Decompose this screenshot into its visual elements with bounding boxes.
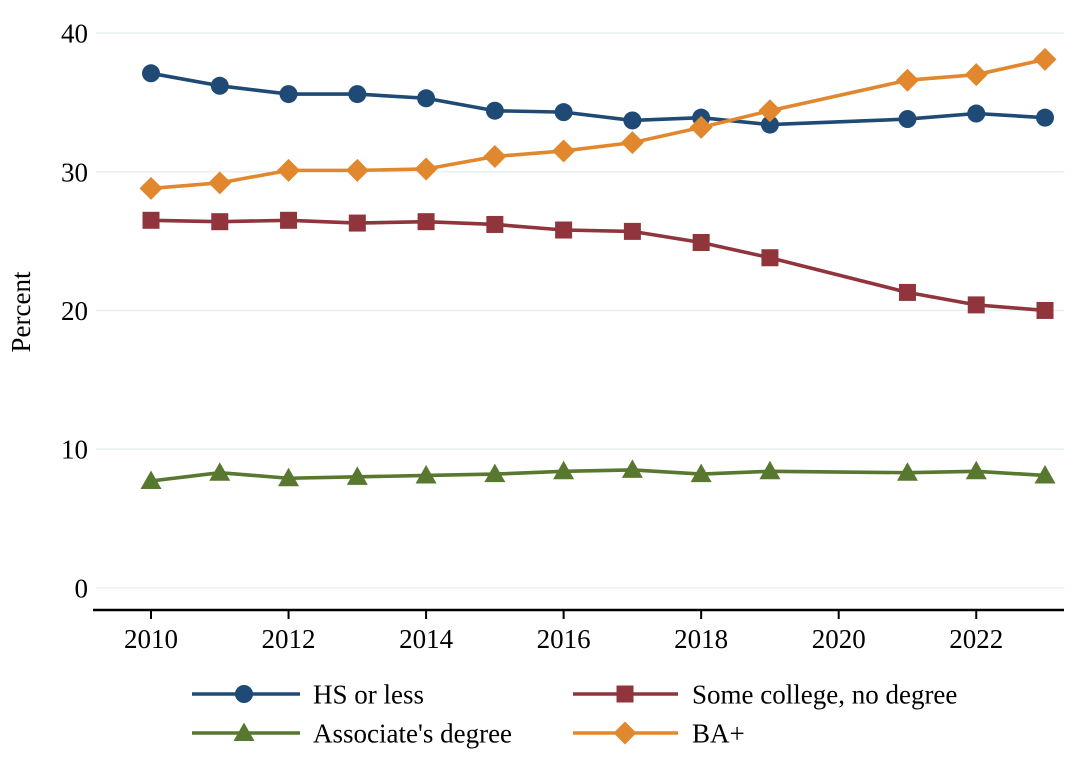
y-tick-label: 30 xyxy=(61,157,88,187)
data-point-marker xyxy=(415,464,437,484)
data-point-marker xyxy=(280,211,298,229)
data-point-marker xyxy=(967,104,986,123)
data-point-marker xyxy=(417,213,435,231)
y-axis-title: Percent xyxy=(6,271,36,352)
data-point-marker xyxy=(348,214,366,232)
data-point-marker xyxy=(623,222,641,240)
y-tick-label: 10 xyxy=(61,435,88,465)
x-tick-label: 2010 xyxy=(124,624,178,654)
legend-label: Associate's degree xyxy=(313,719,512,749)
legend-marker-square-icon xyxy=(616,685,634,703)
data-point-marker xyxy=(896,462,918,481)
data-point-marker xyxy=(554,103,573,122)
x-tick-label: 2016 xyxy=(537,624,591,654)
data-point-marker xyxy=(1033,47,1057,71)
data-point-marker xyxy=(209,462,231,481)
data-point-marker xyxy=(278,467,300,487)
data-point-marker xyxy=(758,99,782,123)
data-point-marker xyxy=(1036,108,1055,127)
data-point-marker xyxy=(967,296,985,314)
data-point-marker xyxy=(417,89,436,108)
legend-marker-circle-icon xyxy=(235,685,253,703)
data-point-marker xyxy=(761,249,779,267)
x-tick-label: 2018 xyxy=(674,624,728,654)
data-point-marker xyxy=(1036,301,1054,319)
legend-label: BA+ xyxy=(692,719,745,749)
y-tick-label: 20 xyxy=(61,296,88,326)
data-point-marker xyxy=(553,460,575,480)
legend-marker-diamond-icon xyxy=(613,721,637,745)
data-point-marker xyxy=(208,171,232,195)
data-point-marker xyxy=(485,101,504,120)
data-point-marker xyxy=(140,470,162,490)
data-point-marker xyxy=(552,139,576,163)
data-point-marker xyxy=(483,145,507,169)
data-point-marker xyxy=(346,466,368,485)
data-point-marker xyxy=(623,111,642,130)
data-point-marker xyxy=(279,85,298,104)
data-point-marker xyxy=(760,115,779,134)
data-point-marker xyxy=(689,115,713,139)
data-point-marker xyxy=(964,63,988,87)
y-tick-label: 0 xyxy=(75,573,89,603)
data-point-marker xyxy=(486,215,504,233)
data-point-marker xyxy=(759,460,781,480)
y-tick-label: 40 xyxy=(61,19,88,49)
data-point-marker xyxy=(898,110,917,129)
x-tick-label: 2020 xyxy=(812,624,866,654)
data-point-marker xyxy=(139,176,163,200)
data-point-marker xyxy=(277,158,301,182)
data-point-marker xyxy=(142,211,160,229)
data-point-marker xyxy=(414,157,438,181)
data-point-marker xyxy=(965,460,987,480)
legend-label: Some college, no degree xyxy=(692,680,957,710)
data-point-marker xyxy=(690,463,712,483)
data-point-marker xyxy=(620,131,644,155)
data-point-marker xyxy=(211,213,229,231)
data-point-marker xyxy=(692,233,710,251)
x-tick-label: 2014 xyxy=(399,624,454,654)
data-point-marker xyxy=(210,76,229,95)
legend-marker-triangle-icon xyxy=(233,722,255,741)
data-point-marker xyxy=(142,64,160,83)
data-point-marker xyxy=(895,68,919,92)
data-point-marker xyxy=(898,283,916,301)
data-point-marker xyxy=(484,463,506,483)
x-tick-label: 2022 xyxy=(949,624,1003,654)
data-point-marker xyxy=(348,85,367,104)
data-point-marker xyxy=(1034,464,1056,484)
data-point-marker xyxy=(345,158,369,182)
legend-label: HS or less xyxy=(313,680,424,710)
data-point-marker xyxy=(555,221,573,239)
x-tick-label: 2012 xyxy=(262,624,316,654)
data-point-marker xyxy=(621,459,643,478)
